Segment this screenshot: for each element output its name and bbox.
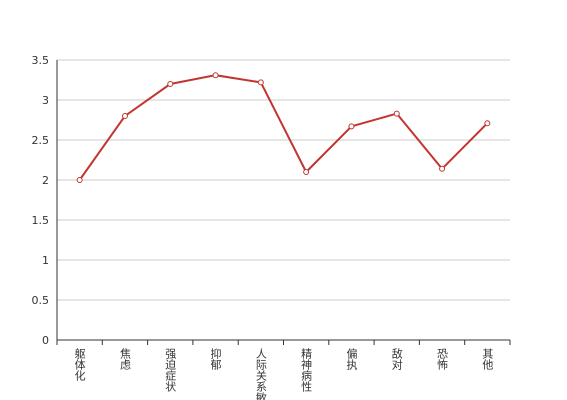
y-tick-label: 2.5	[32, 134, 50, 147]
point	[167, 81, 174, 87]
y-tick-label: 3	[42, 94, 49, 107]
line	[78, 74, 489, 181]
point	[121, 113, 128, 119]
x-tick-label: 焦虑	[118, 348, 131, 370]
y-tick-label: 1	[42, 254, 49, 267]
y-tick-label: 1.5	[32, 214, 50, 227]
x-tick-label: 敌对	[390, 347, 403, 370]
point	[484, 120, 491, 127]
point	[257, 79, 264, 86]
x-tick-label: 强迫症状	[164, 348, 177, 392]
point	[76, 177, 83, 183]
point	[303, 169, 310, 175]
x-tick-label: 抑郁	[209, 347, 222, 370]
point	[348, 123, 355, 130]
y-tick-label: 0.5	[32, 294, 50, 307]
point	[439, 165, 446, 172]
x-tick-label: 精神病性	[300, 348, 313, 393]
y-tick-label: 0	[42, 334, 49, 347]
y-tick-label: 3.5	[32, 54, 50, 67]
x-tick-label: 人际关系敏感	[254, 348, 267, 400]
point	[393, 110, 400, 117]
point	[212, 72, 219, 79]
x-tick-label: 偏执	[345, 347, 358, 371]
x-tick-label: 躯体化	[73, 348, 86, 382]
y-tick-label: 2	[42, 174, 49, 187]
x-tick-label: 恐怖	[436, 348, 449, 370]
x-tick-label: 其他	[481, 348, 494, 370]
